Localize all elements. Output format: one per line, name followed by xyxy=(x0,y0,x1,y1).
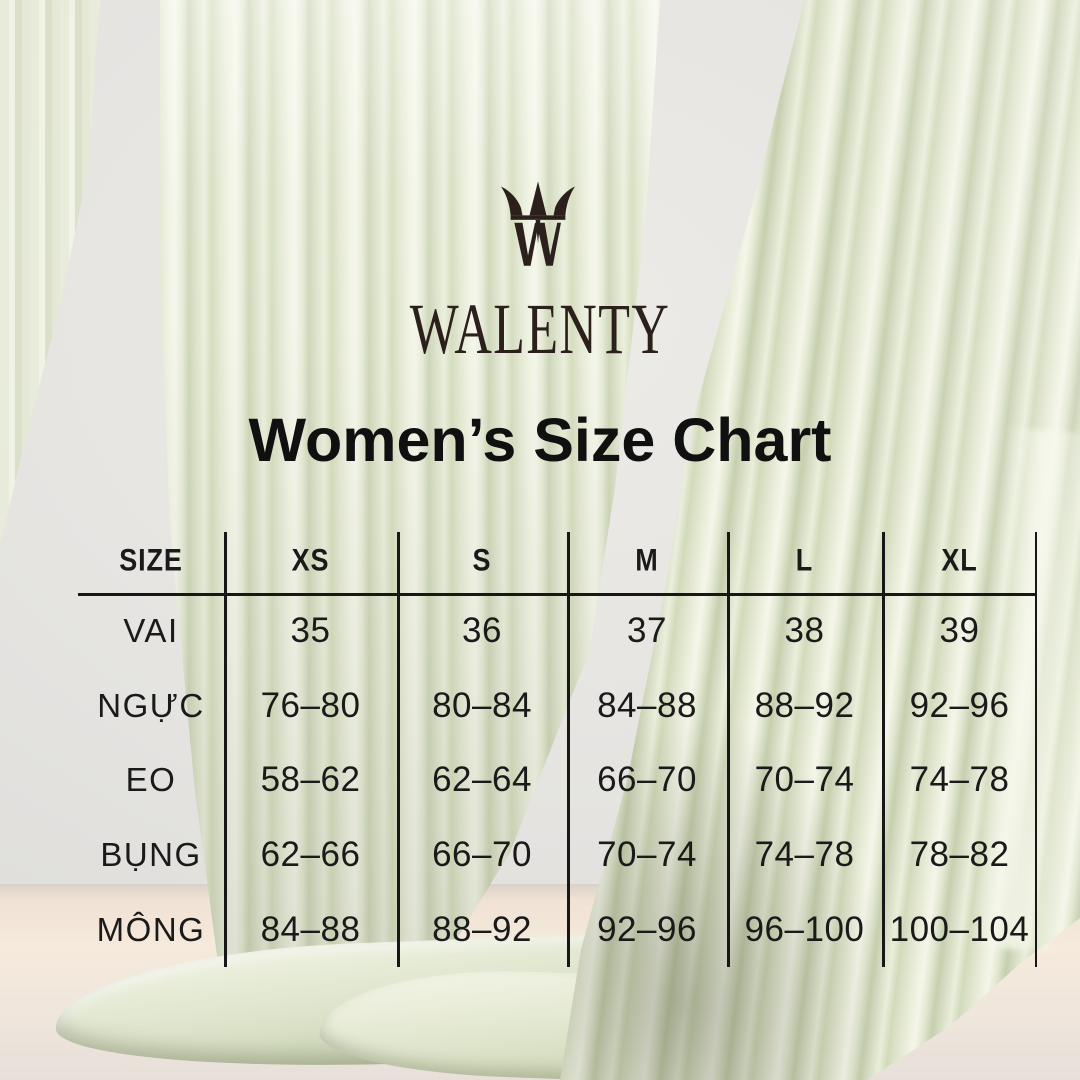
page-title: Women’s Size Chart xyxy=(248,406,832,474)
cell-bung-xs: 62–66 xyxy=(260,835,361,875)
cell-mong-s: 88–92 xyxy=(432,909,532,949)
table-right-border-line xyxy=(1034,532,1037,967)
cell-bung-s: 66–70 xyxy=(432,835,532,875)
row-label-mong: MÔNG xyxy=(96,910,206,948)
cell-mong-m: 92–96 xyxy=(597,909,697,949)
column-divider-line xyxy=(224,532,227,967)
cell-nguc-m: 84–88 xyxy=(597,685,697,725)
col-header-xs: XS xyxy=(291,542,330,578)
brand-name: WALENTY xyxy=(409,289,671,369)
col-header-size: SIZE xyxy=(119,542,183,578)
column-divider-line xyxy=(882,532,885,967)
col-header-xl: XL xyxy=(941,542,978,578)
column-divider-line xyxy=(567,532,570,967)
size-chart-grid: SIZE XS S M L XL VAI 35 36 37 38 39 NGỰC… xyxy=(78,527,1037,967)
crown-w-monogram-icon xyxy=(501,181,575,266)
cell-vai-l: 38 xyxy=(784,611,825,651)
header-divider-line xyxy=(78,593,1037,596)
cell-eo-l: 70–74 xyxy=(754,760,855,800)
row-label-nguc: NGỰC xyxy=(97,686,205,724)
cell-bung-m: 70–74 xyxy=(597,835,697,875)
row-label-eo: EO xyxy=(125,761,177,799)
cell-eo-xs: 58–62 xyxy=(260,760,361,800)
cell-eo-s: 62–64 xyxy=(432,760,532,800)
cell-mong-l: 96–100 xyxy=(744,909,865,949)
col-header-m: M xyxy=(635,542,659,578)
cell-nguc-l: 88–92 xyxy=(754,685,855,725)
cell-eo-xl: 74–78 xyxy=(909,760,1010,800)
cell-nguc-s: 80–84 xyxy=(432,685,532,725)
cell-vai-m: 37 xyxy=(627,611,667,651)
column-divider-line xyxy=(397,532,400,967)
cell-vai-xl: 39 xyxy=(939,611,980,651)
col-header-l: L xyxy=(795,542,814,578)
col-header-s: S xyxy=(472,542,492,578)
row-label-vai: VAI xyxy=(123,612,179,650)
cell-mong-xs: 84–88 xyxy=(260,909,361,949)
cell-nguc-xl: 92–96 xyxy=(909,685,1010,725)
row-label-bung: BỤNG xyxy=(100,836,202,874)
cell-vai-xs: 35 xyxy=(290,611,331,651)
cell-eo-m: 66–70 xyxy=(597,760,697,800)
cell-mong-xl: 100–104 xyxy=(889,909,1030,949)
column-divider-line xyxy=(727,532,730,967)
cell-vai-s: 36 xyxy=(462,611,502,651)
cell-nguc-xs: 76–80 xyxy=(260,685,361,725)
cell-bung-xl: 78–82 xyxy=(909,835,1010,875)
size-chart-table: SIZE XS S M L XL VAI 35 36 37 38 39 NGỰC… xyxy=(78,527,1037,967)
cell-bung-l: 74–78 xyxy=(754,835,855,875)
